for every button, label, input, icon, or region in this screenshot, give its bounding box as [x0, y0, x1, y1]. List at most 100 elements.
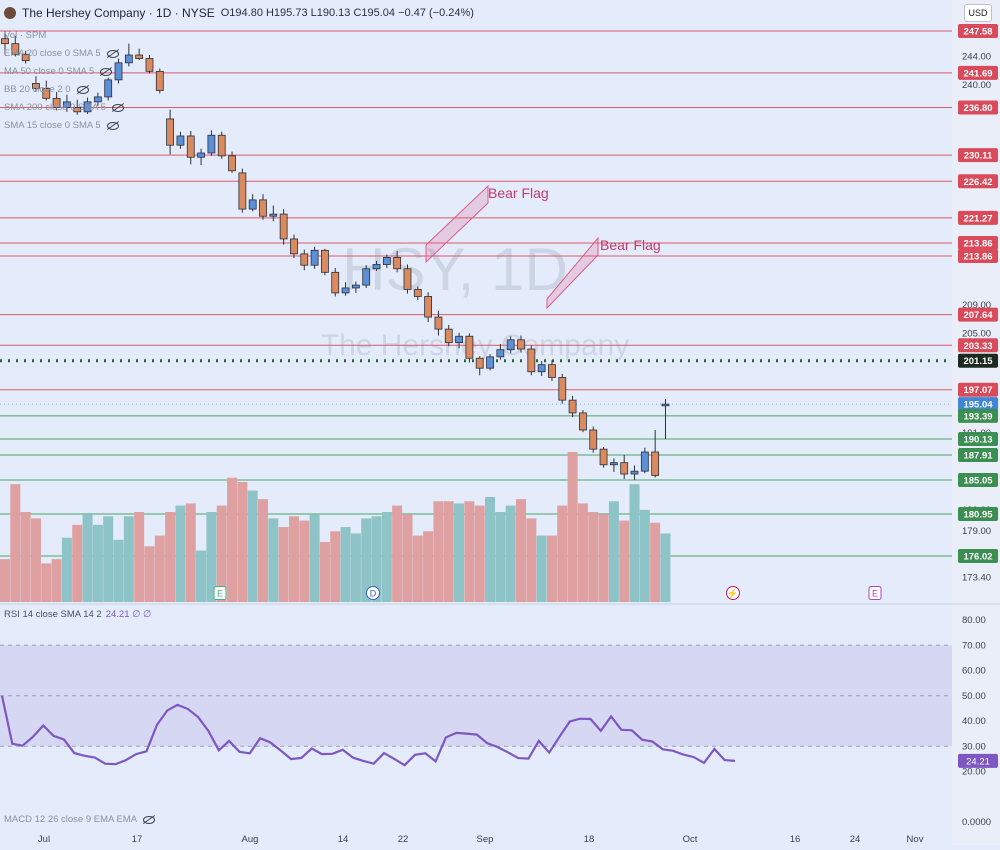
volume-bar: [0, 559, 10, 602]
price-level-tag: [958, 408, 998, 423]
price-level-label: 226.42: [963, 177, 992, 188]
event-marker: [868, 586, 882, 600]
price-level-tag: [958, 174, 998, 189]
hidden-eye-icon[interactable]: [106, 122, 119, 130]
x-axis-label: 17: [132, 834, 143, 845]
symbol-title[interactable]: The Hershey Company · 1D · NYSE: [22, 6, 215, 20]
x-axis-label: 16: [790, 834, 801, 845]
candle-body: [21, 53, 30, 62]
price-level-label: 197.07: [963, 385, 992, 396]
currency-button[interactable]: USD: [964, 4, 992, 22]
candle-body: [228, 155, 236, 172]
candle-body: [248, 199, 257, 210]
volume-bar: [299, 520, 310, 602]
candle-body: [124, 54, 133, 64]
volume-bar: [526, 518, 537, 602]
candle-body: [104, 79, 113, 98]
volume-bar: [505, 505, 516, 602]
indicator-row[interactable]: MA 50 close 0 SMA 5: [4, 63, 124, 81]
volume-bar: [629, 484, 640, 602]
price-level-label: 247.58: [963, 27, 992, 38]
x-axis-label: Nov: [907, 834, 924, 845]
candle-body: [217, 134, 226, 157]
candle-body: [609, 462, 618, 466]
rsi-tick-label: 20.00: [962, 767, 986, 778]
candle-body: [537, 364, 546, 373]
price-level-tag: [958, 448, 998, 462]
volume-bar: [154, 535, 165, 602]
hidden-eye-icon[interactable]: [111, 104, 124, 112]
x-axis-label: Oct: [683, 834, 698, 845]
price-level-label: 236.80: [963, 103, 992, 114]
candle-body: [11, 43, 20, 55]
candle-body: [362, 268, 371, 286]
price-level-tag: [958, 473, 998, 487]
volume-bar: [41, 563, 52, 602]
candle-body: [424, 296, 433, 318]
candle-body: [238, 172, 247, 210]
hidden-eye-icon[interactable]: [106, 50, 119, 58]
price-level-tag: [958, 249, 998, 263]
candle-body: [341, 287, 350, 294]
volume-bar: [454, 503, 465, 602]
chart-header: The Hershey Company · 1D · NYSE O194.80 …: [0, 0, 954, 26]
volume-bar: [330, 531, 341, 602]
rsi-tick-label: 70.00: [962, 640, 986, 651]
hidden-eye-icon[interactable]: [100, 68, 113, 76]
volume-bar: [165, 512, 176, 602]
volume-bar: [516, 499, 526, 602]
price-tick-label: 173.40: [962, 572, 991, 583]
macd-label: MACD 12 26 close 9 EMA EMA: [4, 814, 138, 825]
price-level-tag: [958, 338, 998, 353]
candle-body: [465, 335, 474, 359]
candle-body: [73, 107, 82, 113]
indicator-label: BB 20 close 2 0: [4, 84, 71, 95]
candle-body: [63, 101, 71, 108]
hidden-eye-icon[interactable]: [76, 86, 89, 94]
volume-bar: [20, 512, 31, 602]
volume-bar: [619, 520, 630, 602]
candle-body: [42, 87, 51, 99]
rsi-tick-label: 50.00: [962, 691, 986, 702]
candle-body: [331, 271, 340, 294]
candle-body: [496, 349, 505, 358]
price-level-tag: [958, 397, 998, 412]
volume-bar: [567, 452, 578, 602]
candle-body: [548, 364, 556, 378]
volume-bar: [608, 501, 619, 602]
candle-body: [52, 97, 61, 108]
volume-bar: [443, 501, 454, 602]
volume-bar: [495, 512, 506, 602]
price-level-tag: [958, 148, 998, 163]
price-level-label: 213.86: [963, 239, 992, 250]
price-pane: [0, 0, 952, 604]
volume-bar: [588, 512, 599, 602]
candle-body: [279, 213, 288, 240]
rsi-tick-label: 60.00: [962, 666, 986, 677]
hidden-eye-icon[interactable]: [143, 815, 156, 824]
price-level-tag: [958, 382, 998, 397]
bear-flag-label: Bear Flag: [600, 237, 661, 253]
candle-body: [176, 135, 185, 146]
candle-body: [393, 257, 402, 270]
volume-bar: [536, 535, 547, 602]
rsi-legend[interactable]: RSI 14 close SMA 14 2 24.21 ∅ ∅: [4, 609, 151, 620]
rsi-value: 24.21 ∅ ∅: [105, 609, 152, 620]
indicator-row[interactable]: SMA 200 close 0 SMA 5: [4, 99, 124, 117]
macd-legend[interactable]: MACD 12 26 close 9 EMA EMA: [4, 814, 156, 825]
volume-bar: [82, 514, 93, 602]
candle-body: [300, 253, 309, 266]
volume-bar: [92, 524, 103, 602]
volume-bar: [350, 533, 361, 602]
indicator-row[interactable]: EMA 20 close 0 SMA 5: [4, 45, 124, 63]
indicator-row[interactable]: SMA 15 close 0 SMA 5: [4, 117, 124, 135]
indicator-row[interactable]: BB 20 close 2 0: [4, 81, 124, 99]
candle-body: [135, 54, 144, 59]
bear-flag-label: Bear Flag: [488, 185, 549, 201]
price-level-tag: [958, 100, 998, 115]
candle-body: [114, 62, 123, 81]
volume-bar: [371, 516, 382, 602]
indicator-row[interactable]: Vol · SPM: [4, 27, 124, 45]
candle-body: [630, 470, 639, 475]
